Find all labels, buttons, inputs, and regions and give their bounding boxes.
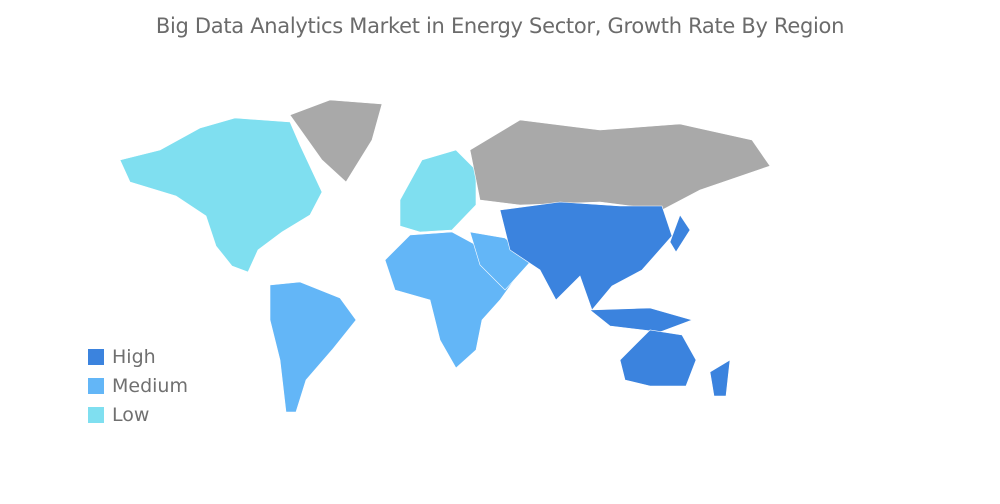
legend-item-high: High	[88, 342, 188, 371]
legend-swatch	[88, 406, 104, 423]
region-australia	[619, 329, 697, 387]
region-new-zealand	[709, 359, 731, 397]
legend-item-low: Low	[88, 400, 188, 429]
legend-label: Low	[112, 403, 150, 426]
legend-item-medium: Medium	[88, 371, 188, 400]
region-asia	[499, 201, 673, 311]
legend-label: High	[112, 345, 156, 368]
region-europe	[399, 149, 477, 233]
chart-title: Big Data Analytics Market in Energy Sect…	[155, 14, 845, 38]
region-south-america	[269, 281, 357, 413]
region-japan	[669, 214, 691, 253]
legend-swatch	[88, 377, 104, 394]
legend-swatch	[88, 348, 104, 365]
legend-label: Medium	[112, 374, 188, 397]
region-indonesia	[589, 307, 693, 333]
region-russia	[469, 119, 771, 211]
legend: High Medium Low	[88, 342, 188, 429]
region-north-america	[119, 117, 323, 273]
region-greenland	[289, 99, 383, 183]
region-middle-east	[469, 231, 533, 291]
